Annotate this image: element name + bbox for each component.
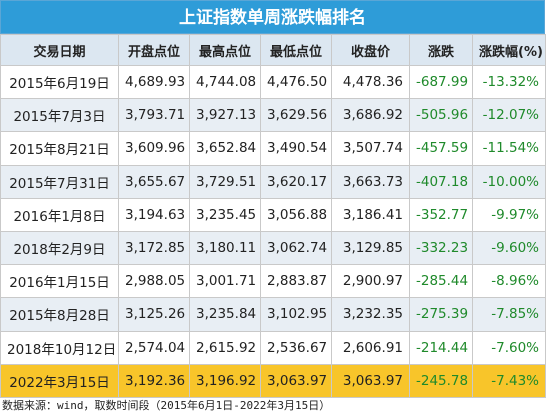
table-row: 2015年8月28日 3,125.26 3,235.84 3,102.95 3,232.… — [0, 297, 546, 332]
cell-open: 3,609.96 — [118, 131, 190, 166]
cell-date: 2015年7月3日 — [0, 98, 119, 133]
cell-low: 3,102.95 — [260, 297, 332, 332]
col-header-open: 开盘点位 — [118, 34, 190, 66]
table-row: 2016年1月8日 3,194.63 3,235.45 3,056.88 3,186.4… — [0, 197, 546, 232]
cell-high: 4,744.08 — [189, 64, 261, 100]
cell-open: 3,125.26 — [118, 297, 190, 332]
cell-change: -332.23 — [409, 230, 473, 266]
col-header-close: 收盘价 — [331, 34, 410, 66]
cell-open: 2,574.04 — [118, 330, 190, 365]
table-row: 2018年2月9日 3,172.85 3,180.11 3,062.74 3,129.8… — [0, 230, 546, 266]
cell-pct: -11.54% — [472, 131, 546, 166]
cell-low: 2,883.87 — [260, 264, 332, 299]
cell-low: 3,629.56 — [260, 98, 332, 133]
table-row: 2018年10月12日 2,574.04 2,615.92 2,536.67 2,606… — [0, 330, 546, 365]
table-row: 2015年8月21日 3,609.96 3,652.84 3,490.54 3,507.… — [0, 131, 546, 166]
col-header-high: 最高点位 — [189, 34, 261, 66]
col-header-pct: 涨跌幅(%) — [472, 34, 546, 66]
cell-date: 2016年1月15日 — [0, 264, 119, 299]
cell-date: 2022年3月15日 — [0, 363, 119, 398]
cell-date: 2015年8月21日 — [0, 131, 119, 166]
cell-close: 2,606.91 — [331, 330, 410, 365]
cell-open: 3,194.63 — [118, 197, 190, 232]
cell-date: 2016年1月8日 — [0, 197, 119, 232]
cell-change: -214.44 — [409, 330, 473, 365]
cell-change: -457.59 — [409, 131, 473, 166]
cell-high: 3,235.45 — [189, 197, 261, 232]
cell-high: 3,729.51 — [189, 164, 261, 199]
cell-low: 2,536.67 — [260, 330, 332, 365]
cell-high: 2,615.92 — [189, 330, 261, 365]
cell-open: 4,689.93 — [118, 64, 190, 100]
col-header-date: 交易日期 — [0, 34, 119, 66]
cell-close: 3,663.73 — [331, 164, 410, 199]
table-row: 2022年3月15日 3,192.36 3,196.92 3,063.97 3,063.… — [0, 363, 546, 398]
cell-pct: -7.43% — [472, 363, 546, 398]
cell-open: 3,655.67 — [118, 164, 190, 199]
cell-pct: -9.60% — [472, 230, 546, 266]
cell-low: 3,062.74 — [260, 230, 332, 266]
cell-high: 3,001.71 — [189, 264, 261, 299]
cell-close: 3,507.74 — [331, 131, 410, 166]
cell-date: 2015年8月28日 — [0, 297, 119, 332]
table-row: 2015年7月31日 3,655.67 3,729.51 3,620.17 3,663.… — [0, 164, 546, 199]
cell-close: 4,478.36 — [331, 64, 410, 100]
cell-low: 4,476.50 — [260, 64, 332, 100]
cell-change: -275.39 — [409, 297, 473, 332]
cell-pct: -8.96% — [472, 264, 546, 299]
cell-open: 2,988.05 — [118, 264, 190, 299]
cell-open: 3,172.85 — [118, 230, 190, 266]
cell-close: 3,063.97 — [331, 363, 410, 398]
col-header-low: 最低点位 — [260, 34, 332, 66]
cell-pct: -12.07% — [472, 98, 546, 133]
cell-open: 3,793.71 — [118, 98, 190, 133]
cell-close: 3,232.35 — [331, 297, 410, 332]
cell-change: -285.44 — [409, 264, 473, 299]
table-body: 2015年6月19日 4,689.93 4,744.08 4,476.50 4,478.… — [0, 64, 546, 398]
cell-change: -505.96 — [409, 98, 473, 133]
table-row: 2015年6月19日 4,689.93 4,744.08 4,476.50 4,478.… — [0, 64, 546, 100]
cell-date: 2015年7月31日 — [0, 164, 119, 199]
cell-pct: -13.32% — [472, 64, 546, 100]
table-row: 2016年1月15日 2,988.05 3,001.71 2,883.87 2,900.… — [0, 264, 546, 299]
cell-low: 3,056.88 — [260, 197, 332, 232]
cell-change: -352.77 — [409, 197, 473, 232]
cell-low: 3,490.54 — [260, 131, 332, 166]
cell-high: 3,180.11 — [189, 230, 261, 266]
cell-date: 2018年10月12日 — [0, 330, 119, 365]
cell-low: 3,063.97 — [260, 363, 332, 398]
data-source-note: 数据来源：wind，取数时间段（2015年6月1日-2022年3月15日） — [2, 399, 331, 412]
cell-date: 2015年6月19日 — [0, 64, 119, 100]
cell-high: 3,652.84 — [189, 131, 261, 166]
cell-change: -687.99 — [409, 64, 473, 100]
cell-pct: -10.00% — [472, 164, 546, 199]
weekly-change-table: 交易日期 开盘点位 最高点位 最低点位 收盘价 涨跌 涨跌幅(%) 2015年6… — [0, 34, 546, 398]
cell-close: 3,186.41 — [331, 197, 410, 232]
table-title: 上证指数单周涨跌幅排名 — [0, 0, 545, 34]
cell-pct: -9.97% — [472, 197, 546, 232]
table-row: 2015年7月3日 3,793.71 3,927.13 3,629.56 3,686.9… — [0, 98, 546, 133]
cell-change: -245.78 — [409, 363, 473, 398]
header-row: 交易日期 开盘点位 最高点位 最低点位 收盘价 涨跌 涨跌幅(%) — [0, 34, 546, 66]
col-header-change: 涨跌 — [409, 34, 473, 66]
cell-pct: -7.85% — [472, 297, 546, 332]
cell-date: 2018年2月9日 — [0, 230, 119, 266]
cell-pct: -7.60% — [472, 330, 546, 365]
cell-close: 3,686.92 — [331, 98, 410, 133]
cell-high: 3,196.92 — [189, 363, 261, 398]
cell-close: 3,129.85 — [331, 230, 410, 266]
cell-high: 3,927.13 — [189, 98, 261, 133]
cell-change: -407.18 — [409, 164, 473, 199]
cell-high: 3,235.84 — [189, 297, 261, 332]
cell-open: 3,192.36 — [118, 363, 190, 398]
cell-close: 2,900.97 — [331, 264, 410, 299]
cell-low: 3,620.17 — [260, 164, 332, 199]
